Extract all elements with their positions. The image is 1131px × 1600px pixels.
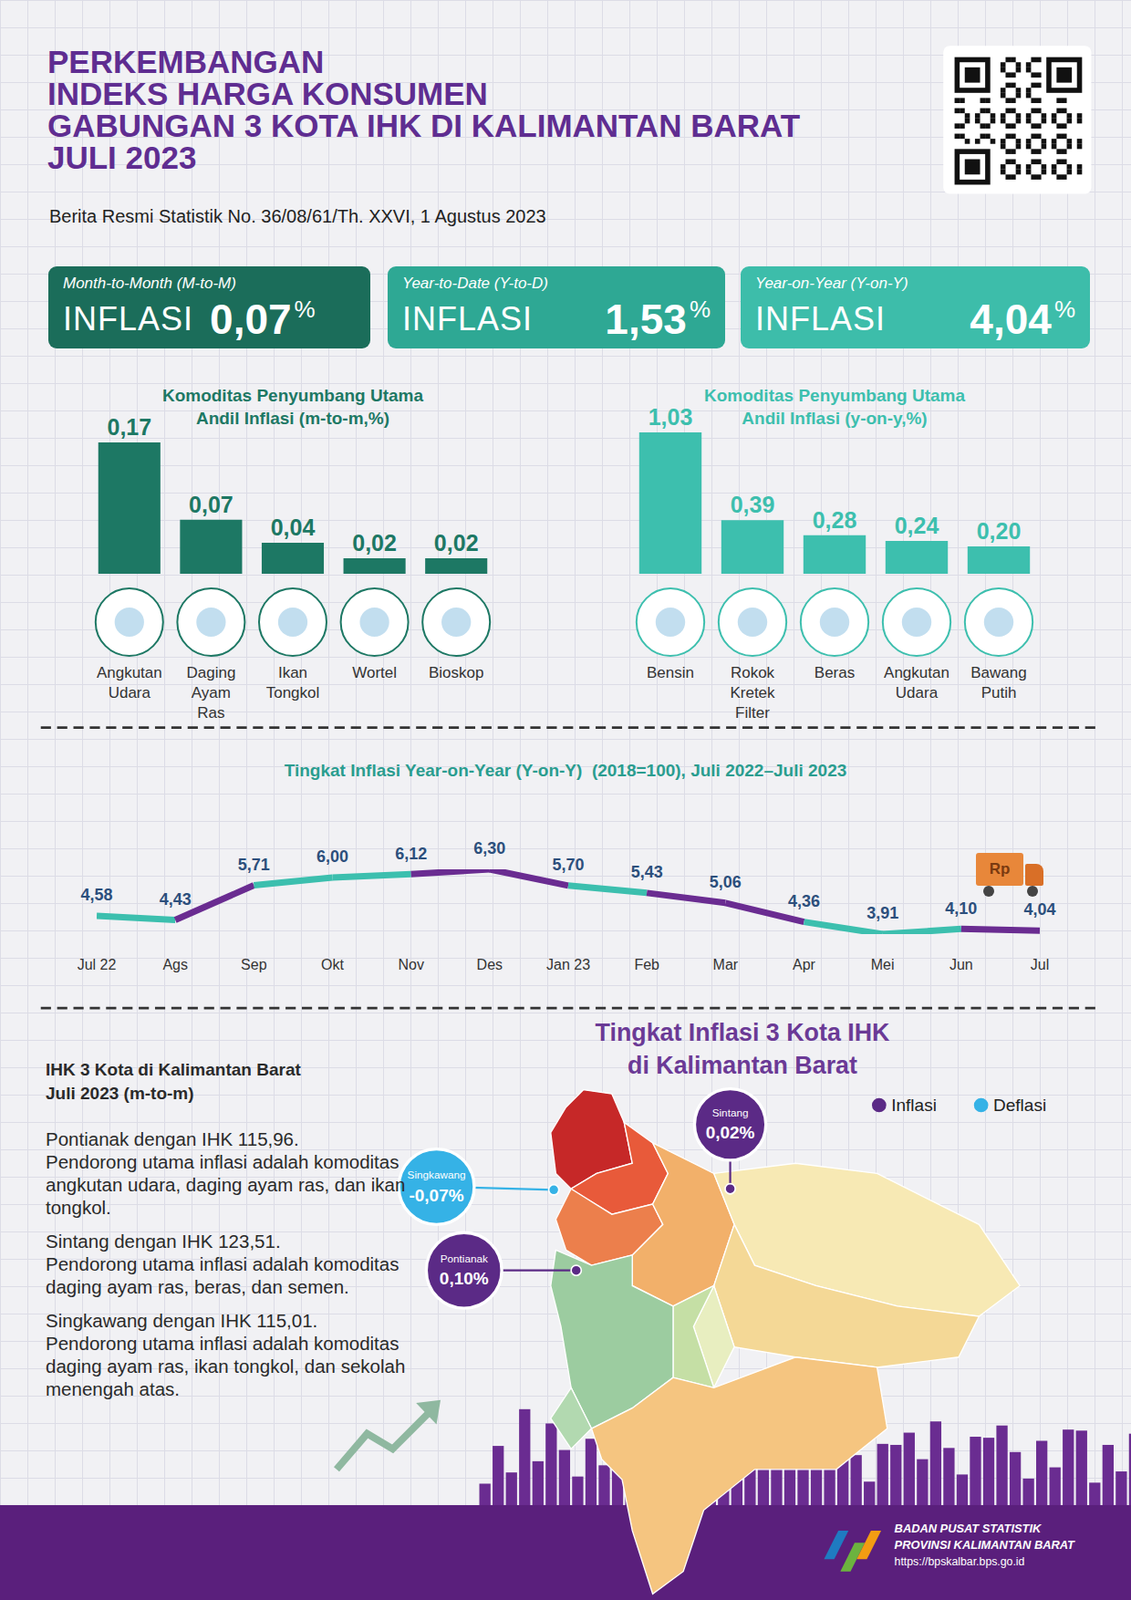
svg-text:0,10%: 0,10% [439,1268,489,1288]
svg-text:0,39: 0,39 [730,491,776,518]
svg-text:Tingkat Inflasi 3 Kota IHK: Tingkat Inflasi 3 Kota IHK [595,1018,892,1047]
svg-text:Deflasi: Deflasi [993,1095,1047,1115]
svg-text:4,36: 4,36 [788,892,820,911]
svg-text:Beras: Beras [814,664,855,682]
html-text:4,04%: 4,04% [969,295,1076,343]
html-text:Sintang dengan IHK 123,51.: Sintang dengan IHK 123,51. [45,1230,281,1252]
svg-text:1,03: 1,03 [648,404,694,430]
html-text:IHK 3 Kota di Kalimantan Barat: IHK 3 Kota di Kalimantan Barat [45,1059,301,1080]
svg-text:Komoditas Penyumbang UtamaAndi: Komoditas Penyumbang UtamaAndil Inflasi … [162,385,425,428]
html-text:Pendorong utama inflasi adalah: Pendorong utama inflasi adalah komoditas… [45,1253,400,1298]
svg-text:5,71: 5,71 [238,855,270,874]
svg-text:RokokKretekFilter: RokokKretekFilter [729,664,776,720]
svg-text:Mei: Mei [871,956,895,973]
html-text:GABUNGAN 3 KOTA IHK DI KALIMAN: GABUNGAN 3 KOTA IHK DI KALIMANTAN BARAT [47,107,800,144]
svg-text:0,17: 0,17 [106,414,152,440]
svg-text:di Kalimantan Barat: di Kalimantan Barat [627,1051,858,1080]
html-text:1,53%: 1,53% [604,295,711,343]
svg-text:Komoditas Penyumbang UtamaAndi: Komoditas Penyumbang UtamaAndil Inflasi … [704,385,966,428]
svg-text:https://bpskalbar.bps.go.id: https://bpskalbar.bps.go.id [894,1555,1026,1568]
svg-text:Apr: Apr [792,956,817,973]
svg-text:0,02: 0,02 [352,529,397,556]
svg-text:Inflasi: Inflasi [891,1095,937,1115]
svg-text:IkanTongkol: IkanTongkol [266,664,321,702]
svg-text:0,20: 0,20 [976,518,1022,544]
svg-text:0,04: 0,04 [270,514,316,540]
html-text:Year-to-Date (Y-to-D): Year-to-Date (Y-to-D) [402,274,549,292]
svg-text:Feb: Feb [633,956,660,973]
svg-text:Mar: Mar [713,956,739,973]
html-text:INDEKS HARGA KONSUMEN: INDEKS HARGA KONSUMEN [47,75,488,112]
svg-text:Sep: Sep [240,956,268,973]
svg-text:0,28: 0,28 [812,507,858,533]
html-text:INFLASI: INFLASI [402,300,533,338]
html-text:Year-on-Year (Y-on-Y): Year-on-Year (Y-on-Y) [755,274,909,292]
svg-text:Okt: Okt [321,956,344,973]
svg-text:6,00: 6,00 [316,847,349,866]
html-text:Rp: Rp [989,860,1010,878]
html-text:Berita Resmi Statistik No. 36/: Berita Resmi Statistik No. 36/08/61/Th. … [49,206,547,227]
svg-text:6,12: 6,12 [394,844,427,863]
svg-text:Singkawang: Singkawang [407,1168,467,1181]
html-text:Pontianak dengan IHK 115,96.: Pontianak dengan IHK 115,96. [45,1128,299,1150]
svg-text:Pontianak: Pontianak [440,1252,488,1265]
svg-text:Ags: Ags [162,956,188,973]
svg-text:BawangPutih: BawangPutih [970,664,1027,702]
svg-text:Wortel: Wortel [352,664,397,682]
svg-text:Jun: Jun [949,956,974,973]
svg-text:Jul 22: Jul 22 [77,956,117,973]
svg-text:0,02%: 0,02% [705,1122,756,1142]
svg-text:Sintang: Sintang [712,1106,749,1119]
svg-text:Bioskop: Bioskop [428,664,484,682]
svg-text:4,43: 4,43 [159,890,192,909]
html-text:Month-to-Month (M-to-M): Month-to-Month (M-to-M) [62,274,237,292]
svg-text:Jul: Jul [1030,956,1049,973]
html-text:Juli 2023 (m-to-m): Juli 2023 (m-to-m) [45,1083,194,1103]
html-text:PERKEMBANGAN: PERKEMBANGAN [47,43,325,80]
svg-text:BADAN PUSAT STATISTIK: BADAN PUSAT STATISTIK [894,1521,1043,1536]
svg-text:5,70: 5,70 [551,855,584,874]
svg-text:0,07: 0,07 [188,491,234,518]
svg-text:Bensin: Bensin [646,664,695,682]
svg-text:5,06: 5,06 [709,872,742,892]
svg-text:5,43: 5,43 [631,862,664,882]
svg-text:0,02: 0,02 [434,529,479,556]
html-text:Pendorong utama inflasi adalah: Pendorong utama inflasi adalah komoditas… [45,1332,406,1400]
svg-text:-0,07%: -0,07% [408,1185,464,1205]
svg-text:AngkutanUdara: AngkutanUdara [883,664,950,702]
svg-text:0,24: 0,24 [894,512,940,539]
svg-text:Nov: Nov [397,956,424,973]
html-text:INFLASI: INFLASI [755,300,886,338]
html-text:INFLASI 0,07%: INFLASI 0,07% [62,295,316,343]
svg-text:4,04: 4,04 [1023,900,1056,919]
svg-text:4,10: 4,10 [944,899,977,918]
svg-text:Tingkat Inflasi Year-on-Year (: Tingkat Inflasi Year-on-Year (Y-on-Y) (2… [284,760,848,780]
html-text:Singkawang dengan IHK 115,01.: Singkawang dengan IHK 115,01. [45,1309,318,1331]
svg-text:4,58: 4,58 [80,885,113,904]
html-text:Pendorong utama inflasi adalah: Pendorong utama inflasi adalah komoditas… [45,1151,406,1218]
svg-text:Jan 23: Jan 23 [546,956,591,973]
svg-text:PROVINSI KALIMANTAN BARAT: PROVINSI KALIMANTAN BARAT [894,1537,1077,1552]
svg-text:AngkutanUdara: AngkutanUdara [96,664,163,702]
svg-text:6,30: 6,30 [473,839,506,858]
svg-text:Des: Des [477,956,503,973]
html-text:JULI 2023: JULI 2023 [47,139,197,176]
svg-text:3,91: 3,91 [866,903,899,923]
svg-text:DagingAyamRas: DagingAyamRas [186,664,236,720]
